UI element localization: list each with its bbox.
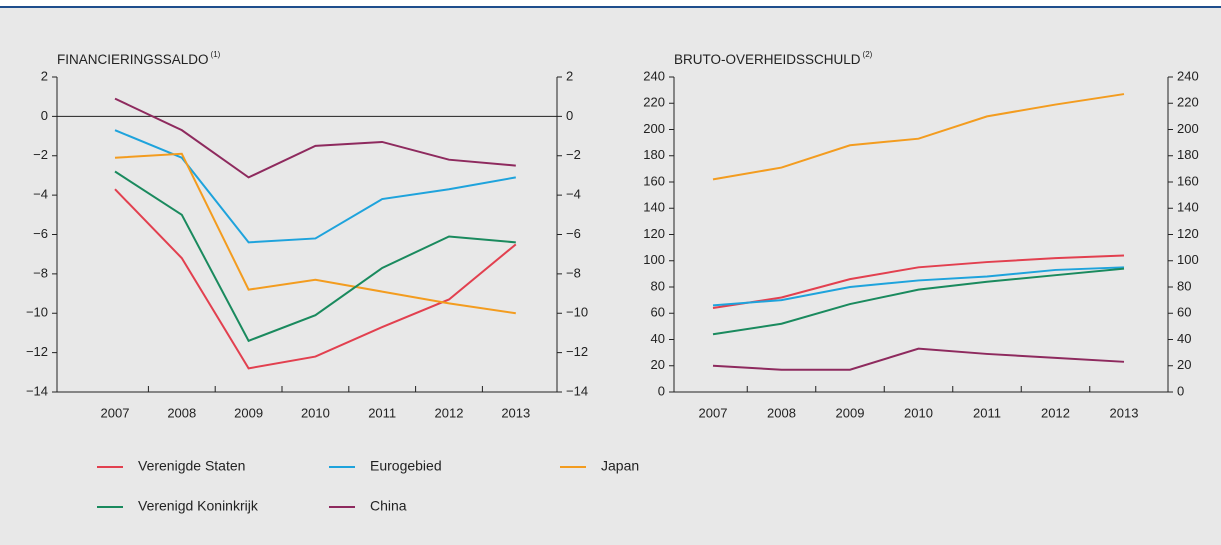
x-tick-label: 2012 (1041, 405, 1070, 420)
series-line (712, 267, 1125, 336)
x-tick-label: 2012 (435, 405, 464, 420)
y-tick-label: 120 (643, 226, 665, 241)
x-tick-label: 2011 (368, 405, 396, 420)
series-line (712, 266, 1125, 307)
chart-title: FINANCIERINGSSALDO (1) (57, 50, 221, 66)
legend-label: Verenigd Koninkrijk (138, 498, 259, 514)
x-tick-label: 2010 (301, 405, 330, 420)
series-line (114, 152, 516, 315)
y2-tick-label: 2 (566, 68, 573, 83)
y2-tick-label: 160 (1177, 173, 1199, 188)
y-tick-label: −12 (26, 344, 48, 359)
y2-tick-label: −14 (566, 383, 588, 398)
y-tick-label: 80 (651, 278, 665, 293)
series-line (114, 188, 517, 370)
y-tick-label: 240 (643, 68, 665, 83)
y-tick-label: 0 (41, 108, 48, 123)
y-tick-label: 220 (643, 95, 665, 110)
x-tick-label: 2008 (167, 405, 196, 420)
title-text: FINANCIERINGSSALDO (57, 52, 209, 67)
y2-tick-label: 100 (1177, 252, 1199, 267)
y-tick-label: 2 (41, 68, 48, 83)
x-tick-label: 2010 (904, 405, 933, 420)
legend-label: Eurogebied (370, 458, 442, 474)
y2-tick-label: 0 (566, 108, 573, 123)
title-text: BRUTO-OVERHEIDSSCHULD (674, 52, 861, 67)
series-line (712, 93, 1125, 181)
x-tick-label: 2008 (767, 405, 796, 420)
y2-tick-label: −6 (566, 226, 581, 241)
x-tick-label: 2009 (234, 405, 263, 420)
y-tick-label: −14 (26, 383, 48, 398)
top-band (0, 0, 1221, 7)
legend-label: Verenigde Staten (138, 458, 245, 474)
y2-tick-label: 60 (1177, 305, 1191, 320)
series-line (114, 170, 516, 343)
y2-tick-label: 220 (1177, 95, 1199, 110)
series-line (114, 129, 516, 244)
x-tick-label: 2013 (1110, 405, 1139, 420)
x-tick-label: 2013 (501, 405, 530, 420)
legend-label: China (370, 498, 407, 514)
y2-tick-label: 40 (1177, 331, 1191, 346)
y-tick-label: −2 (33, 147, 48, 162)
x-tick-label: 2007 (699, 405, 728, 420)
y2-tick-label: −10 (566, 305, 588, 320)
legend-label: Japan (601, 458, 639, 474)
x-tick-label: 2007 (101, 405, 130, 420)
x-tick-label: 2009 (836, 405, 865, 420)
y-tick-label: 100 (643, 252, 665, 267)
title-note: (2) (863, 50, 873, 59)
y-tick-label: 180 (643, 147, 665, 162)
y-tick-label: 40 (651, 331, 665, 346)
series-line (712, 254, 1125, 309)
y-tick-label: 20 (651, 357, 665, 372)
y-tick-label: −4 (33, 187, 48, 202)
y2-tick-label: −8 (566, 265, 581, 280)
y2-tick-label: −4 (566, 187, 581, 202)
y2-tick-label: 80 (1177, 278, 1191, 293)
chart-title: BRUTO-OVERHEIDSSCHULD (2) (674, 50, 873, 66)
x-tick-label: 2011 (973, 405, 1001, 420)
y-tick-label: 0 (658, 383, 665, 398)
y-tick-label: 140 (643, 200, 665, 215)
y2-tick-label: 140 (1177, 200, 1199, 215)
y-tick-label: 200 (643, 121, 665, 136)
y-tick-label: −10 (26, 305, 48, 320)
y2-tick-label: 180 (1177, 147, 1199, 162)
y2-tick-label: 20 (1177, 357, 1191, 372)
y2-tick-label: 120 (1177, 226, 1199, 241)
y2-tick-label: 0 (1177, 383, 1184, 398)
title-note: (1) (211, 50, 221, 59)
series-line (712, 347, 1125, 371)
y2-tick-label: −2 (566, 147, 581, 162)
y2-tick-label: 200 (1177, 121, 1199, 136)
y2-tick-label: −12 (566, 344, 588, 359)
y-tick-label: −8 (33, 265, 48, 280)
series-line (114, 97, 516, 179)
y-tick-label: 160 (643, 173, 665, 188)
y-tick-label: 60 (651, 305, 665, 320)
y-tick-label: −6 (33, 226, 48, 241)
y2-tick-label: 240 (1177, 68, 1199, 83)
